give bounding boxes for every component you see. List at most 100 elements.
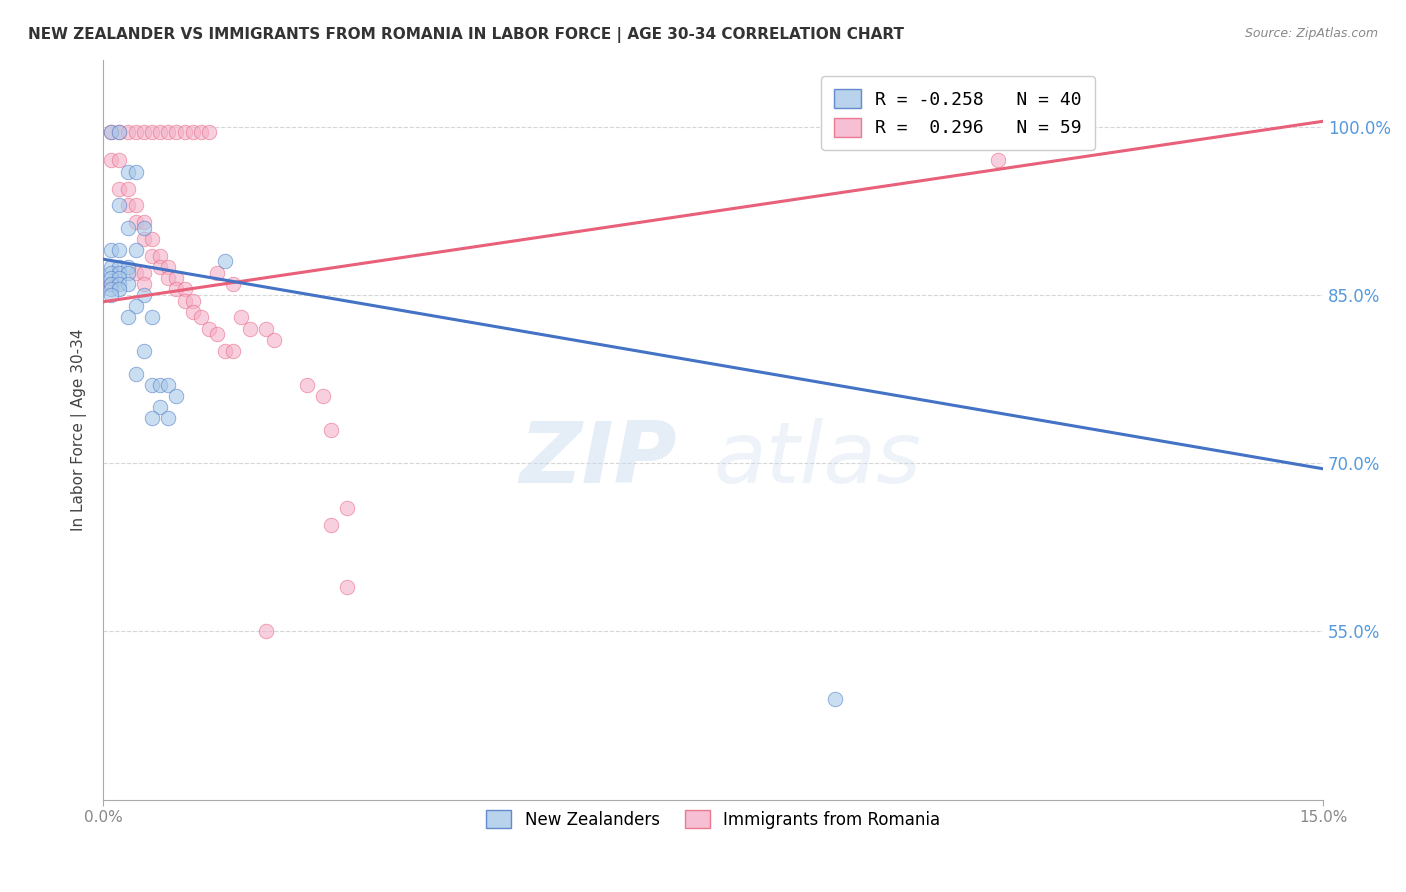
Point <box>100 126 122 140</box>
Point <box>141 310 163 325</box>
Point <box>263 333 285 347</box>
Point <box>173 293 195 308</box>
Point <box>149 400 172 414</box>
Point <box>108 282 131 296</box>
Point <box>132 277 155 291</box>
Point <box>295 377 318 392</box>
Point <box>141 377 163 392</box>
Point <box>222 277 245 291</box>
Point <box>117 126 139 140</box>
Point <box>117 198 139 212</box>
Point <box>141 411 163 425</box>
Text: atlas: atlas <box>713 417 921 500</box>
Point <box>165 271 187 285</box>
Point <box>165 282 187 296</box>
Point <box>319 423 342 437</box>
Point <box>117 220 139 235</box>
Point <box>100 126 122 140</box>
Point <box>117 266 139 280</box>
Point <box>254 321 277 335</box>
Point <box>222 344 245 359</box>
Point <box>125 367 148 381</box>
Point <box>312 389 335 403</box>
Point <box>100 277 122 291</box>
Point <box>157 260 180 274</box>
Point <box>205 266 228 280</box>
Point <box>117 310 139 325</box>
Point <box>149 126 172 140</box>
Text: ZIP: ZIP <box>519 417 676 500</box>
Point <box>125 164 148 178</box>
Point <box>108 243 131 257</box>
Point <box>205 327 228 342</box>
Point <box>165 389 187 403</box>
Point <box>108 198 131 212</box>
Point <box>125 126 148 140</box>
Point <box>108 277 131 291</box>
Point <box>336 501 359 516</box>
Point <box>149 260 172 274</box>
Point <box>190 126 212 140</box>
Point <box>108 181 131 195</box>
Point <box>214 254 236 268</box>
Point <box>100 277 122 291</box>
Point <box>157 271 180 285</box>
Point <box>100 266 122 280</box>
Text: Source: ZipAtlas.com: Source: ZipAtlas.com <box>1244 27 1378 40</box>
Point <box>125 198 148 212</box>
Point <box>173 126 195 140</box>
Point <box>132 215 155 229</box>
Point <box>987 153 1010 168</box>
Y-axis label: In Labor Force | Age 30-34: In Labor Force | Age 30-34 <box>72 328 87 531</box>
Point <box>117 164 139 178</box>
Point <box>319 517 342 532</box>
Point <box>149 249 172 263</box>
Point <box>165 126 187 140</box>
Legend: New Zealanders, Immigrants from Romania: New Zealanders, Immigrants from Romania <box>479 804 946 836</box>
Point <box>132 344 155 359</box>
Point <box>100 271 122 285</box>
Point <box>108 266 131 280</box>
Point <box>239 321 262 335</box>
Point <box>125 299 148 313</box>
Point <box>141 126 163 140</box>
Point <box>108 126 131 140</box>
Point <box>132 220 155 235</box>
Point <box>132 126 155 140</box>
Point <box>100 260 122 274</box>
Point <box>100 288 122 302</box>
Point <box>132 266 155 280</box>
Point <box>824 691 846 706</box>
Point <box>117 277 139 291</box>
Point <box>100 153 122 168</box>
Point <box>125 266 148 280</box>
Point <box>108 153 131 168</box>
Point <box>117 181 139 195</box>
Point <box>214 344 236 359</box>
Point <box>125 243 148 257</box>
Point <box>181 305 204 319</box>
Point <box>125 215 148 229</box>
Point <box>108 271 131 285</box>
Point <box>181 293 204 308</box>
Point <box>108 126 131 140</box>
Point <box>336 580 359 594</box>
Point <box>100 243 122 257</box>
Point <box>141 249 163 263</box>
Point <box>108 260 131 274</box>
Point <box>149 377 172 392</box>
Point <box>231 310 253 325</box>
Text: NEW ZEALANDER VS IMMIGRANTS FROM ROMANIA IN LABOR FORCE | AGE 30-34 CORRELATION : NEW ZEALANDER VS IMMIGRANTS FROM ROMANIA… <box>28 27 904 43</box>
Point <box>254 624 277 639</box>
Point <box>100 282 122 296</box>
Point <box>117 260 139 274</box>
Point <box>132 232 155 246</box>
Point <box>190 310 212 325</box>
Point <box>157 377 180 392</box>
Point <box>157 411 180 425</box>
Point <box>181 126 204 140</box>
Point <box>157 126 180 140</box>
Point <box>141 232 163 246</box>
Point <box>132 288 155 302</box>
Point <box>173 282 195 296</box>
